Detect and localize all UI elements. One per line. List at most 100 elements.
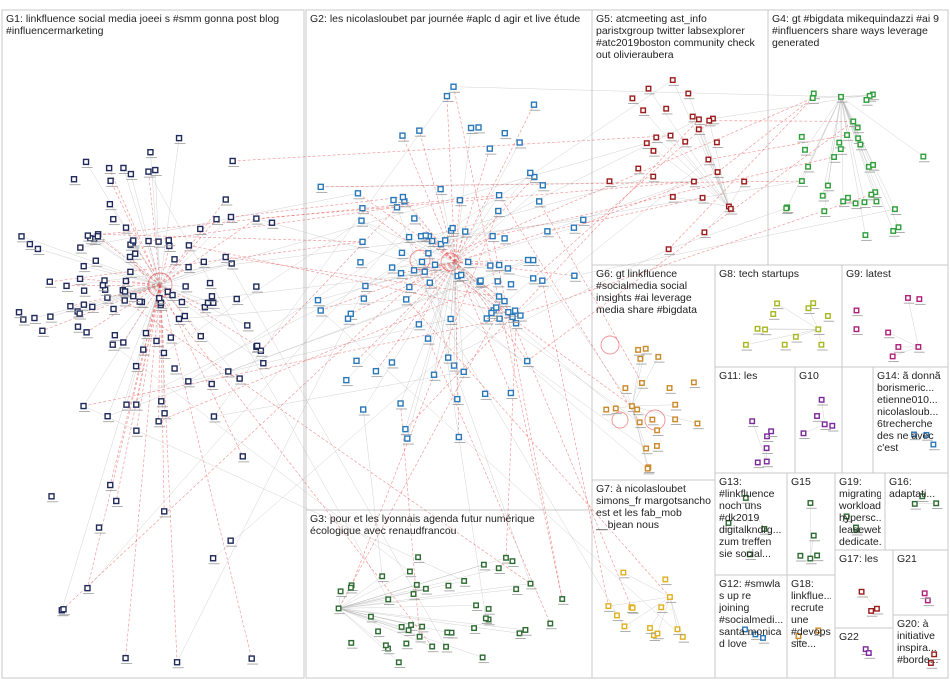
edge [454,195,500,263]
edge [159,138,180,286]
node-g2 [544,228,551,235]
node-g1 [92,257,100,264]
node-g5 [727,205,734,212]
node-g1 [106,200,114,208]
node-g10 [829,422,836,429]
node-g4 [805,163,812,170]
group-label-g17: G17: les [839,553,879,565]
edge [66,219,584,287]
self-loop [440,252,460,272]
node-g4 [798,178,805,185]
node-g2 [354,190,362,197]
edge [418,130,456,263]
node-g4 [825,182,831,189]
node-g14 [930,441,937,448]
node-g2 [493,304,500,311]
node-g1 [197,332,204,340]
edge [400,261,456,404]
node-g2 [399,193,407,201]
node-g6 [637,355,644,362]
group-label-g21: G21 [897,553,917,565]
node-g9 [915,343,922,350]
edge [454,261,492,314]
node-g2 [571,272,578,279]
node-g1 [95,524,103,531]
node-g2 [516,139,523,146]
node-g1 [77,244,84,251]
edge [338,608,520,634]
edge [159,284,253,659]
edge [632,98,730,207]
node-g2 [454,395,461,403]
node-g8 [770,311,777,317]
group-label-g13: G13: #linkfluence noch uns #dk2019 digit… [719,476,782,560]
edge [113,284,161,310]
node-g2 [486,145,494,152]
node-g3 [415,554,422,561]
group-label-g9: G9: latest [846,268,891,280]
node-g1 [169,291,176,299]
node-g1 [227,213,235,221]
edge [42,284,161,332]
node-g2 [495,261,503,269]
edge [112,344,411,572]
edge [363,261,456,410]
edge [159,284,264,364]
edge [159,259,175,286]
node-g2 [530,256,537,264]
group-label-g22: G22 [839,631,859,643]
edge [428,176,654,237]
node-g1 [182,283,189,290]
node-g2 [404,435,411,442]
group-label-g6: G6: gt linkfluence #socialmedia social i… [596,268,697,316]
node-g7 [679,633,686,640]
edge [320,310,683,638]
node-g2 [410,267,418,274]
node-g5 [689,113,696,120]
node-g1 [31,314,38,322]
node-g11 [763,458,770,465]
edge [107,284,161,417]
node-g1 [155,238,162,245]
node-g2 [317,307,324,314]
node-g1 [155,418,162,425]
group-label-g10: G10 [799,370,819,382]
edge [512,194,872,318]
edge [445,180,802,241]
edge [454,176,535,263]
edge [624,596,671,627]
node-g2 [460,368,467,376]
edge [212,278,534,559]
edge [163,220,362,354]
edge [256,218,480,282]
node-g1 [165,237,172,244]
edge [532,118,714,279]
edge [608,596,670,607]
node-g3 [461,578,468,584]
edge [409,261,456,288]
edge [631,358,641,407]
node-g15 [797,552,804,559]
node-g2 [360,406,367,413]
node-g1 [109,341,116,348]
node-g5 [665,246,672,253]
node-g3 [479,654,486,661]
node-g6 [643,445,650,452]
node-g2 [317,183,324,191]
node-g2 [501,297,508,305]
node-g12 [742,626,748,633]
node-g1 [63,282,70,290]
edge [159,263,232,286]
node-g1 [197,225,204,233]
edge [795,329,819,338]
edge [124,300,531,584]
edge [492,236,563,600]
node-g3 [422,585,429,592]
node-g3 [495,565,502,572]
edge [129,256,433,647]
node-g3 [395,659,402,666]
edge [338,588,517,609]
node-g2 [444,354,452,361]
edge [453,86,563,600]
node-g2 [457,271,465,279]
